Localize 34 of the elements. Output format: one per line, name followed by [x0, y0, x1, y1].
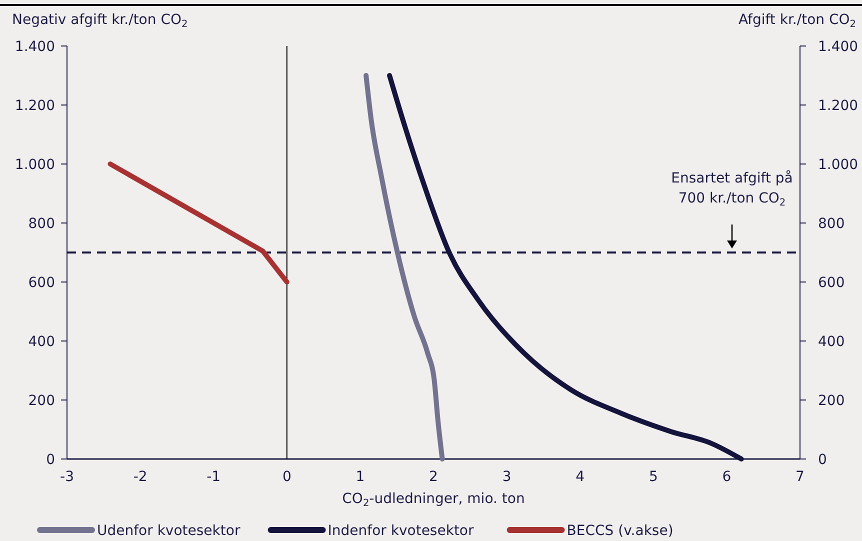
y2-axis-title: Afgift kr./ton CO$_{2}$	[738, 12, 856, 30]
x-tick-label: 5	[648, 469, 658, 485]
x-tick-label: -3	[60, 469, 74, 485]
y-tick-label: 200	[28, 392, 55, 409]
y2-tick-label: 200	[818, 392, 845, 409]
y2-tick-label: 1.400	[818, 38, 858, 55]
y-tick-label: 1.000	[14, 156, 55, 173]
y-tick-label: 1.400	[14, 38, 55, 55]
x-tick-label: 7	[796, 469, 804, 485]
y-tick-label: 400	[28, 334, 55, 350]
y2-tick-label: 1.000	[818, 156, 858, 173]
y-tick-label: 600	[28, 274, 55, 291]
x-tick-label: 1	[356, 469, 365, 485]
legend-label: Indenfor kvotesektor	[328, 522, 474, 539]
x-tick-label: 3	[502, 469, 512, 485]
x-tick-label: -1	[206, 469, 221, 485]
x-tick-label: 2	[429, 469, 438, 485]
y2-tick-label: 0	[818, 452, 827, 468]
x-tick-label: 0	[282, 469, 292, 485]
y-axis-title: Negativ afgift kr./ton CO$_{2}$	[12, 12, 188, 30]
y2-tick-label: 600	[818, 274, 845, 291]
annotation: Ensartet afgift på 700 kr./ton CO$_{2}$	[671, 170, 793, 208]
legend-label: BECCS (v.akse)	[566, 522, 674, 539]
y-tick-label: 800	[28, 216, 55, 232]
x-tick-label: 4	[576, 469, 585, 485]
legend-label: Udenfor kvotesektor	[97, 522, 240, 539]
y2-tick-label: 800	[818, 216, 845, 232]
x-tick-label: 6	[722, 469, 732, 485]
y-tick-label: 0	[46, 452, 55, 468]
y2-tick-label: 400	[818, 334, 845, 350]
x-tick-label: -2	[133, 469, 148, 485]
y2-tick-label: 1.200	[818, 98, 858, 114]
y-tick-label: 1.200	[14, 98, 55, 114]
x-axis-title: CO$_{2}$-udledninger, mio. ton	[342, 491, 525, 508]
